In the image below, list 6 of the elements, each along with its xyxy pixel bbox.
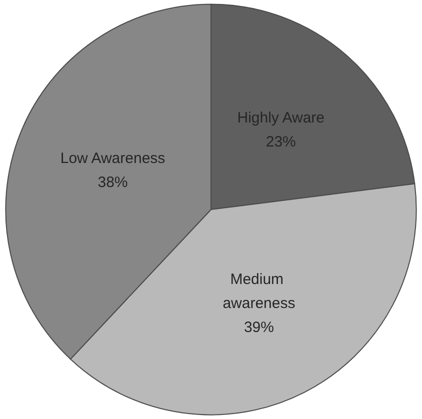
data-label: 38% <box>98 174 128 192</box>
slice-label: Low Awareness <box>60 150 166 168</box>
data-label: 23% <box>266 134 296 151</box>
slice-label: Medium awareness <box>222 271 296 312</box>
slice-label: Highly Aware <box>237 110 325 127</box>
data-label: 39% <box>244 319 274 336</box>
